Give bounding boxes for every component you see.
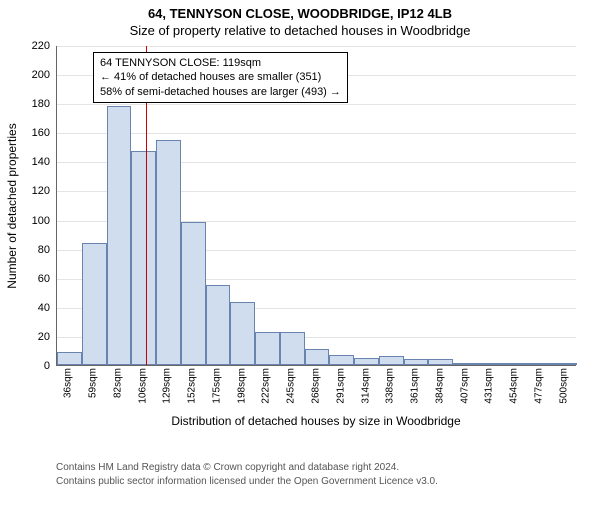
annotation-box: 64 TENNYSON CLOSE: 119sqm← 41% of detach… bbox=[93, 52, 348, 103]
page-subtitle: Size of property relative to detached ho… bbox=[0, 23, 600, 38]
y-tick-label: 100 bbox=[20, 215, 50, 227]
x-tick-label: 152sqm bbox=[187, 368, 198, 404]
x-tick-label: 175sqm bbox=[211, 368, 222, 404]
x-tick-label: 361sqm bbox=[410, 368, 421, 404]
x-tick-label: 454sqm bbox=[509, 368, 520, 404]
histogram-bar bbox=[82, 243, 107, 365]
x-axis-label: Distribution of detached houses by size … bbox=[56, 414, 576, 428]
y-tick-label: 200 bbox=[20, 69, 50, 81]
x-tick-label: 106sqm bbox=[137, 368, 148, 404]
histogram-bar bbox=[230, 302, 255, 365]
histogram-bar bbox=[379, 356, 404, 365]
histogram-bar bbox=[404, 359, 429, 365]
footer-line-1: Contains HM Land Registry data © Crown c… bbox=[56, 462, 399, 473]
y-tick-label: 0 bbox=[20, 360, 50, 372]
x-tick-label: 245sqm bbox=[286, 368, 297, 404]
histogram-bar bbox=[329, 355, 354, 365]
x-tick-label: 407sqm bbox=[459, 368, 470, 404]
histogram-bar bbox=[107, 106, 132, 365]
x-tick-label: 431sqm bbox=[484, 368, 495, 404]
page-title: 64, TENNYSON CLOSE, WOODBRIDGE, IP12 4LB bbox=[0, 6, 600, 21]
annotation-line: 64 TENNYSON CLOSE: 119sqm bbox=[100, 56, 341, 70]
x-tick-label: 59sqm bbox=[88, 368, 99, 398]
y-tick-label: 220 bbox=[20, 40, 50, 52]
x-tick-label: 338sqm bbox=[385, 368, 396, 404]
x-tick-label: 314sqm bbox=[360, 368, 371, 404]
histogram-bar bbox=[453, 363, 478, 365]
y-tick-label: 140 bbox=[20, 156, 50, 168]
annotation-line: ← 41% of detached houses are smaller (35… bbox=[100, 70, 341, 84]
histogram-bar bbox=[280, 332, 305, 365]
x-tick-label: 268sqm bbox=[311, 368, 322, 404]
x-tick-label: 82sqm bbox=[112, 368, 123, 398]
y-tick-label: 20 bbox=[20, 331, 50, 343]
grid-line bbox=[57, 133, 576, 134]
x-tick-label: 477sqm bbox=[533, 368, 544, 404]
y-axis-label: Number of detached properties bbox=[5, 123, 19, 288]
histogram-bar bbox=[503, 363, 528, 365]
x-tick-label: 198sqm bbox=[236, 368, 247, 404]
annotation-line: 58% of semi-detached houses are larger (… bbox=[100, 85, 341, 99]
grid-line bbox=[57, 104, 576, 105]
grid-line bbox=[57, 46, 576, 47]
histogram-bar bbox=[57, 352, 82, 365]
y-tick-label: 120 bbox=[20, 185, 50, 197]
histogram-bar bbox=[527, 363, 552, 365]
histogram-bar bbox=[305, 349, 330, 365]
y-tick-label: 80 bbox=[20, 244, 50, 256]
histogram-bar bbox=[552, 363, 577, 365]
footer-line-2: Contains public sector information licen… bbox=[56, 476, 438, 487]
histogram-bar bbox=[181, 222, 206, 365]
histogram-bar bbox=[206, 285, 231, 365]
chart-container: Number of detached properties 64 TENNYSO… bbox=[56, 46, 576, 406]
x-tick-label: 500sqm bbox=[558, 368, 569, 404]
x-tick-label: 384sqm bbox=[434, 368, 445, 404]
histogram-bar bbox=[354, 358, 379, 365]
histogram-bar bbox=[131, 151, 156, 365]
histogram-bar bbox=[156, 140, 181, 365]
x-tick-label: 222sqm bbox=[261, 368, 272, 404]
y-tick-label: 160 bbox=[20, 127, 50, 139]
x-tick-label: 129sqm bbox=[162, 368, 173, 404]
histogram-bar bbox=[428, 359, 453, 365]
x-tick-label: 291sqm bbox=[335, 368, 346, 404]
histogram-bar bbox=[478, 363, 503, 365]
plot-area: 64 TENNYSON CLOSE: 119sqm← 41% of detach… bbox=[56, 46, 576, 366]
y-tick-label: 40 bbox=[20, 302, 50, 314]
y-tick-label: 60 bbox=[20, 273, 50, 285]
y-tick-label: 180 bbox=[20, 98, 50, 110]
histogram-bar bbox=[255, 332, 280, 365]
x-tick-label: 36sqm bbox=[63, 368, 74, 398]
